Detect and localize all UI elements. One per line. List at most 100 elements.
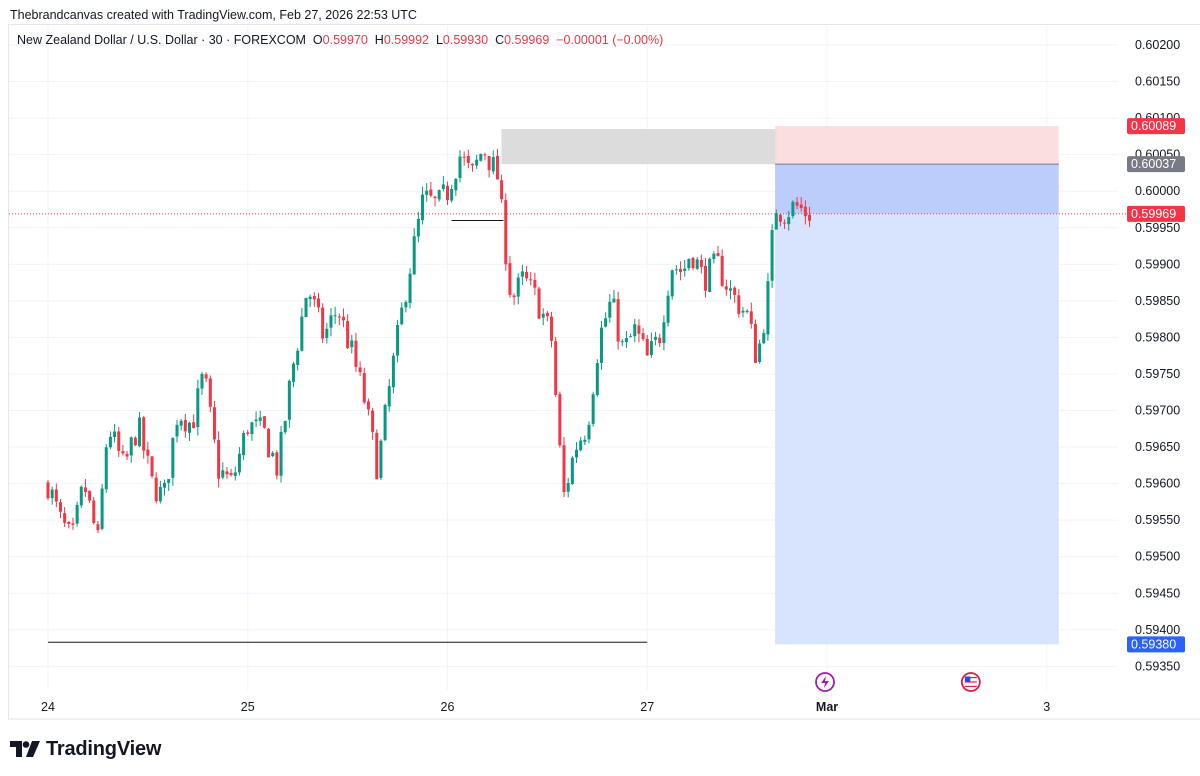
- candle[interactable]: [412, 228, 416, 275]
- candle[interactable]: [537, 286, 541, 319]
- candle[interactable]: [737, 289, 741, 318]
- x-axis[interactable]: 24 25 26 27 Mar 3: [41, 700, 1050, 714]
- candle[interactable]: [587, 421, 591, 444]
- candle[interactable]: [46, 479, 50, 501]
- candle[interactable]: [766, 273, 770, 341]
- candle[interactable]: [366, 398, 370, 416]
- candle[interactable]: [250, 421, 254, 441]
- candle[interactable]: [570, 455, 574, 486]
- candle[interactable]: [175, 419, 179, 443]
- candle[interactable]: [591, 391, 595, 427]
- candle[interactable]: [79, 485, 83, 508]
- candle[interactable]: [441, 176, 445, 192]
- candle[interactable]: [63, 507, 67, 527]
- candle[interactable]: [316, 292, 320, 313]
- candle[interactable]: [753, 319, 757, 363]
- candle[interactable]: [774, 209, 778, 230]
- candle[interactable]: [304, 297, 308, 318]
- candle[interactable]: [541, 308, 545, 326]
- candle[interactable]: [308, 294, 312, 308]
- candle[interactable]: [371, 407, 375, 440]
- candle[interactable]: [242, 430, 246, 460]
- candle[interactable]: [562, 436, 566, 498]
- candle[interactable]: [783, 219, 787, 230]
- candle[interactable]: [674, 265, 678, 275]
- candle[interactable]: [616, 291, 620, 350]
- candle[interactable]: [429, 181, 433, 198]
- candle[interactable]: [803, 200, 807, 225]
- candle[interactable]: [217, 431, 221, 488]
- candle[interactable]: [129, 436, 133, 463]
- candle[interactable]: [121, 444, 125, 456]
- candle[interactable]: [300, 307, 304, 352]
- candle[interactable]: [545, 311, 549, 322]
- candle[interactable]: [275, 450, 279, 480]
- candle[interactable]: [550, 311, 554, 348]
- candle[interactable]: [462, 151, 466, 166]
- candle[interactable]: [54, 483, 58, 508]
- candle[interactable]: [146, 441, 150, 464]
- candle[interactable]: [620, 339, 624, 347]
- candle[interactable]: [704, 257, 708, 298]
- candle[interactable]: [741, 306, 745, 318]
- candle[interactable]: [579, 437, 583, 452]
- candle[interactable]: [599, 321, 603, 370]
- candle[interactable]: [716, 246, 720, 257]
- candle[interactable]: [558, 391, 562, 448]
- candle[interactable]: [745, 309, 749, 314]
- candle[interactable]: [358, 361, 362, 376]
- candle[interactable]: [500, 174, 504, 203]
- candle[interactable]: [491, 150, 495, 175]
- candle[interactable]: [142, 416, 146, 459]
- candle[interactable]: [475, 154, 479, 169]
- candle[interactable]: [791, 200, 795, 219]
- candle[interactable]: [466, 149, 470, 169]
- candle[interactable]: [200, 371, 204, 395]
- candle[interactable]: [108, 431, 112, 450]
- candle[interactable]: [658, 333, 662, 347]
- candle[interactable]: [666, 290, 670, 327]
- candle[interactable]: [92, 496, 96, 525]
- candle[interactable]: [708, 257, 712, 293]
- candle[interactable]: [470, 163, 474, 172]
- candle[interactable]: [208, 375, 212, 413]
- candle[interactable]: [204, 372, 208, 383]
- candle[interactable]: [58, 498, 62, 519]
- candle[interactable]: [404, 300, 408, 313]
- candle[interactable]: [762, 329, 766, 345]
- candle[interactable]: [520, 264, 524, 286]
- candle[interactable]: [237, 447, 241, 476]
- candle[interactable]: [179, 418, 183, 431]
- candle[interactable]: [312, 292, 316, 307]
- candle[interactable]: [138, 412, 142, 448]
- candle[interactable]: [154, 472, 158, 504]
- candle[interactable]: [728, 280, 732, 300]
- candle[interactable]: [687, 258, 691, 271]
- candle[interactable]: [566, 477, 570, 498]
- candle[interactable]: [487, 156, 491, 178]
- candle[interactable]: [654, 331, 658, 346]
- candle[interactable]: [96, 520, 100, 534]
- candle[interactable]: [433, 195, 437, 207]
- candle[interactable]: [454, 178, 458, 196]
- symbol-name[interactable]: New Zealand Dollar / U.S. Dollar · 30 · …: [17, 33, 306, 47]
- candle[interactable]: [437, 189, 441, 202]
- candle[interactable]: [387, 378, 391, 412]
- candle[interactable]: [533, 272, 537, 295]
- candle[interactable]: [458, 150, 462, 183]
- candle[interactable]: [733, 286, 737, 303]
- chart-pane[interactable]: [8, 24, 1200, 720]
- candle[interactable]: [416, 211, 420, 243]
- candle[interactable]: [554, 336, 558, 398]
- candle[interactable]: [71, 517, 75, 530]
- candle[interactable]: [362, 367, 366, 405]
- candle[interactable]: [795, 196, 799, 210]
- candle[interactable]: [246, 429, 250, 436]
- candle[interactable]: [229, 468, 233, 477]
- candle[interactable]: [396, 319, 400, 363]
- candle[interactable]: [662, 315, 666, 351]
- candle[interactable]: [670, 269, 674, 300]
- candle[interactable]: [100, 484, 104, 531]
- symbol-legend[interactable]: New Zealand Dollar / U.S. Dollar · 30 · …: [17, 33, 663, 47]
